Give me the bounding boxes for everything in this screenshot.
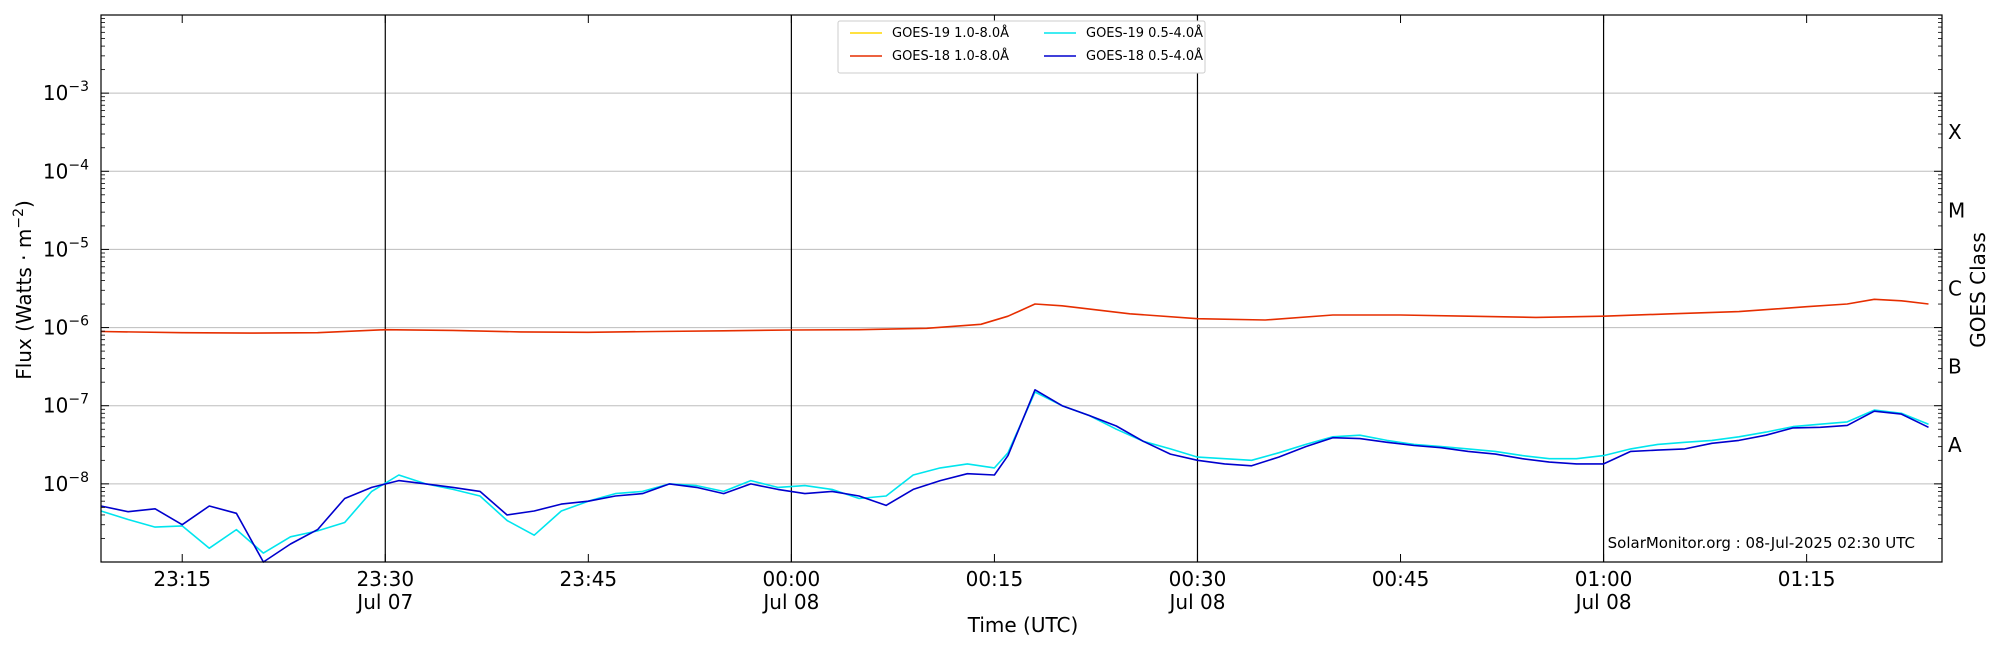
gridlines [101, 92, 1942, 485]
y-tick-base: 10 [43, 159, 68, 183]
y-tick-exponent: −4 [68, 157, 89, 173]
x-tick-label-6: 00:45 [1372, 567, 1430, 591]
y-tick-label-2: 10−6 [43, 314, 89, 340]
x-tick-label-1: 23:30 [356, 567, 414, 591]
series-line-1 [100, 298, 1929, 334]
y-axis-label-close: ) [12, 200, 36, 208]
y-tick-label-4: 10−4 [43, 157, 89, 183]
legend-label-2: GOES-19 0.5-4.0Å [1086, 25, 1203, 41]
legend-box [837, 20, 1206, 74]
x-tick-label-2: 23:45 [560, 567, 618, 591]
y-tick-base: 10 [43, 237, 68, 261]
y-tick-base: 10 [43, 81, 68, 105]
y-tick-base: 10 [43, 316, 68, 340]
y-tick-exponent: −6 [68, 314, 89, 330]
goes-class-a: A [1948, 433, 1962, 457]
x-tick-label-5: 00:30 [1169, 567, 1227, 591]
x-tick-date-1: Jul 07 [355, 590, 413, 614]
y-tick-exponent: −5 [68, 235, 89, 251]
x-tick-label-8: 01:15 [1778, 567, 1836, 591]
series-layer [100, 298, 1929, 563]
legend-label-1: GOES-18 1.0-8.0Å [892, 48, 1009, 64]
series-line-2 [100, 391, 1929, 554]
x-tick-date-3: Jul 08 [761, 590, 819, 614]
y-tick-exponent: −8 [68, 470, 89, 486]
y-axis-ticks: 10−810−710−610−510−410−3 [43, 18, 1942, 539]
goes-class-c: C [1948, 277, 1962, 301]
y-tick-label-1: 10−7 [43, 392, 89, 418]
x-tick-label-3: 00:00 [763, 567, 821, 591]
legend-label-3: GOES-18 0.5-4.0Å [1086, 48, 1203, 64]
y-tick-label-5: 10−3 [43, 79, 89, 105]
goes-class-axis-label: GOES Class [1966, 232, 1990, 348]
goes-class-m: M [1948, 198, 1965, 222]
x-tick-date-5: Jul 08 [1168, 590, 1226, 614]
y-axis-label: Flux (Watts · m−2) [11, 200, 36, 380]
legend-label-0: GOES-19 1.0-8.0Å [892, 25, 1009, 41]
x-tick-date-7: Jul 08 [1574, 590, 1632, 614]
goes-class-x: X [1948, 120, 1962, 144]
y-tick-exponent: −3 [68, 79, 89, 95]
x-axis-label: Time (UTC) [967, 613, 1079, 637]
x-tick-label-7: 01:00 [1575, 567, 1633, 591]
y-axis-label-exponent: −2 [11, 208, 27, 229]
y-tick-exponent: −7 [68, 392, 89, 408]
series-line-3 [100, 388, 1929, 563]
y-axis-label-main: Flux (Watts · m [12, 229, 36, 380]
x-tick-label-0: 23:15 [153, 567, 211, 591]
y-tick-label-0: 10−8 [43, 470, 89, 496]
y-tick-base: 10 [43, 472, 68, 496]
y-tick-base: 10 [43, 394, 68, 418]
goes-class-b: B [1948, 355, 1962, 379]
plot-frame [100, 14, 1943, 563]
legend: GOES-19 1.0-8.0Å GOES-18 1.0-8.0Å GOES-19 … [837, 20, 1206, 74]
x-tick-label-4: 00:15 [966, 567, 1024, 591]
credit-text: SolarMonitor.org : 08-Jul-2025 02:30 UTC [1608, 534, 1915, 552]
goes-class-labels: A B C M X [1948, 120, 1965, 457]
y-tick-label-3: 10−5 [43, 235, 89, 261]
day-boundary-lines [384, 15, 1605, 562]
